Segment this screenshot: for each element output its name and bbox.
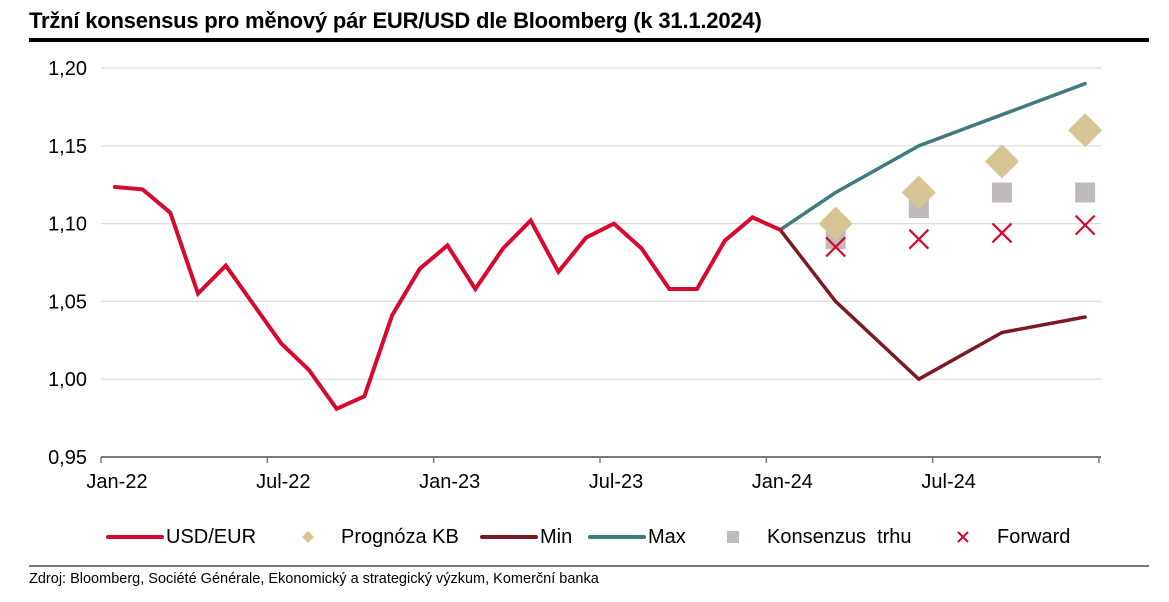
gridlines bbox=[101, 67, 1101, 380]
legend-line-icon bbox=[588, 535, 646, 539]
x-tick-label: Jan-22 bbox=[86, 471, 147, 493]
chart-plot: 1,201,151,101,051,000,95 Jan-22 Jul-22 Jan… bbox=[48, 58, 1103, 493]
prognoza-marker bbox=[818, 206, 853, 241]
legend-label: Forward bbox=[997, 525, 1071, 548]
series-min bbox=[778, 228, 1087, 382]
cross-icon bbox=[957, 531, 969, 543]
x-tick-label: Jul-22 bbox=[256, 471, 310, 493]
legend-item-max: Max bbox=[588, 523, 686, 551]
forward-marker bbox=[825, 236, 846, 258]
legend-item-konsenzus: Konsenzus trhu bbox=[726, 523, 912, 551]
series-forward bbox=[825, 214, 1096, 258]
y-tick-label: 1,05 bbox=[48, 291, 87, 313]
square-icon bbox=[727, 531, 739, 543]
y-tick-label: 1,20 bbox=[48, 58, 87, 80]
legend: USD/EUR Prognóza KB Min Max Konsenzus tr… bbox=[0, 523, 1169, 551]
y-axis-ticks: 1,20 1,15 1,10 1,05 1,00 0,95 bbox=[48, 58, 87, 469]
legend-line-icon bbox=[106, 535, 164, 539]
x-tick-label: Jan-23 bbox=[419, 471, 480, 493]
konsenzus-marker bbox=[1075, 182, 1096, 203]
forward-marker bbox=[991, 222, 1013, 244]
title-rule bbox=[29, 38, 1149, 42]
prognoza-marker bbox=[984, 144, 1019, 179]
y-tick-label: 1,00 bbox=[48, 369, 87, 391]
source-note: Zdroj: Bloomberg, Société Générale, Ekon… bbox=[29, 571, 599, 587]
y-tick-label: 0,95 bbox=[48, 447, 87, 469]
series-usd-eur bbox=[112, 185, 783, 412]
legend-label: Prognóza KB bbox=[341, 525, 459, 548]
series-line bbox=[778, 228, 1087, 382]
legend-line-icon bbox=[480, 535, 538, 539]
legend-item-forward: Forward bbox=[956, 523, 1070, 551]
series-line bbox=[778, 81, 1087, 232]
x-tick-label: Jul-23 bbox=[589, 471, 643, 493]
konsenzus-marker bbox=[991, 182, 1012, 203]
legend-label: Max bbox=[648, 525, 686, 548]
series-layer bbox=[112, 81, 1103, 412]
legend-label: USD/EUR bbox=[166, 525, 257, 548]
legend-label: Min bbox=[540, 525, 573, 548]
forward-marker bbox=[908, 228, 930, 250]
legend-label: Konsenzus trhu bbox=[767, 525, 912, 548]
series-prognoza bbox=[818, 113, 1103, 241]
diamond-icon bbox=[302, 531, 314, 543]
legend-item-usd-eur: USD/EUR bbox=[106, 523, 256, 551]
x-tick-label: Jan-24 bbox=[752, 471, 813, 493]
series-line bbox=[112, 185, 783, 412]
x-axis: Jan-22 Jul-22 Jan-23 Jul-23 Jan-24 Jul-24 bbox=[86, 456, 1101, 493]
footer-rule bbox=[29, 565, 1149, 567]
prognoza-marker bbox=[1068, 113, 1103, 148]
forward-marker bbox=[1074, 214, 1096, 236]
legend-item-min: Min bbox=[480, 523, 572, 551]
prognoza-marker bbox=[901, 175, 936, 210]
y-tick-label: 1,10 bbox=[48, 214, 87, 236]
series-konsenzus bbox=[825, 182, 1096, 250]
series-max bbox=[778, 81, 1087, 232]
legend-item-prognoza: Prognóza KB bbox=[301, 523, 459, 551]
y-tick-label: 1,15 bbox=[48, 136, 87, 158]
x-tick-label: Jul-24 bbox=[921, 471, 975, 493]
chart-title: Tržní konsensus pro měnový pár EUR/USD d… bbox=[29, 8, 762, 33]
